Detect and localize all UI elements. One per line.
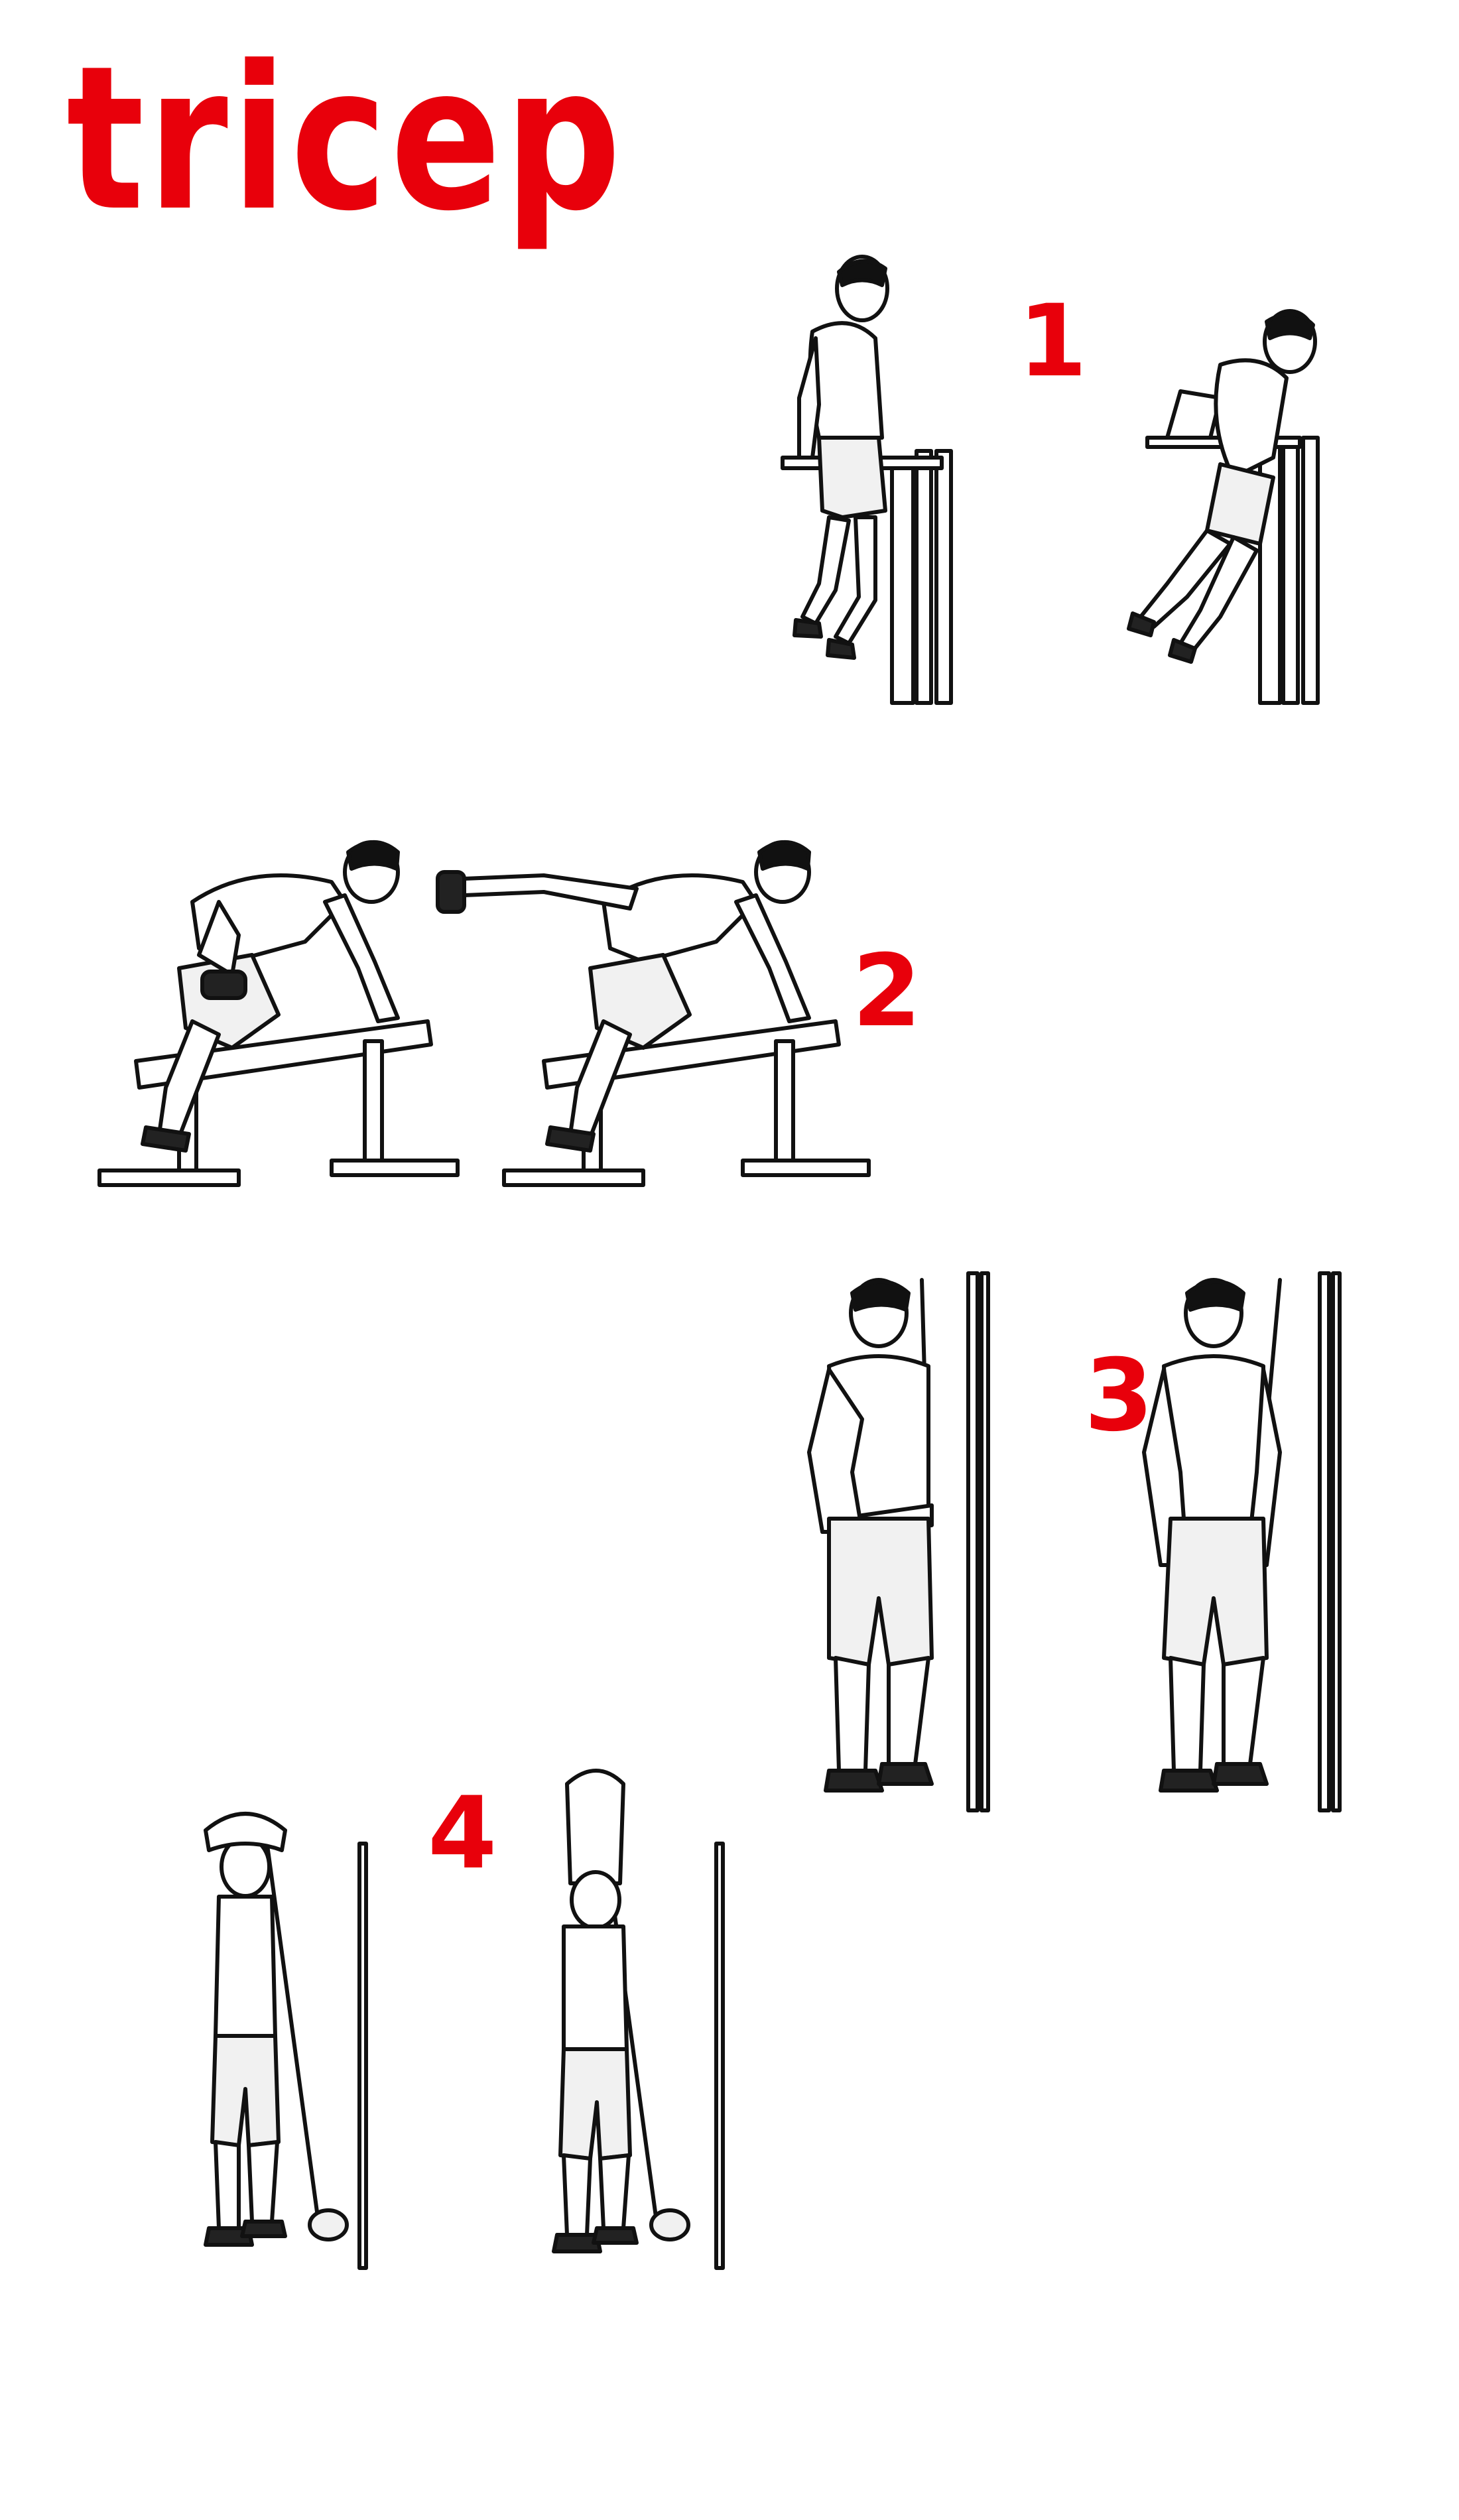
dip-figure-bottom — [1127, 309, 1320, 705]
dumbbell-kickback-illustration — [97, 840, 871, 1187]
kickback-figure-start — [97, 840, 460, 1187]
pushdown-figure-extended — [1142, 1271, 1342, 1812]
kickback-figure-extended — [436, 840, 871, 1187]
exercise-number-3: 3 — [1084, 1338, 1154, 1454]
bench-dip-illustration — [781, 255, 1320, 705]
dip-figure-top — [781, 255, 953, 705]
overhead-figure-extended — [552, 1769, 725, 2270]
pushdown-figure-start — [807, 1271, 990, 1812]
page-title: tricep — [66, 23, 625, 255]
exercise-number-2: 2 — [852, 934, 922, 1049]
cable-pushdown-illustration — [807, 1271, 1342, 1812]
exercise-number-1: 1 — [1018, 284, 1088, 399]
overhead-figure-start — [204, 1812, 368, 2270]
exercise-number-4: 4 — [428, 1776, 497, 1891]
overhead-extension-illustration — [204, 1769, 725, 2270]
